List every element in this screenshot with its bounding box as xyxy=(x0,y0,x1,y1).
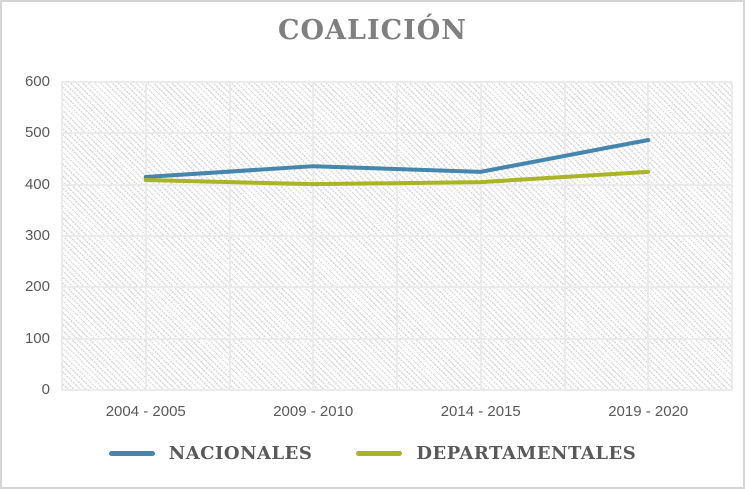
v-gridline xyxy=(312,82,315,390)
x-axis-tick-label: 2009 - 2010 xyxy=(273,403,354,420)
legend: NACIONALES DEPARTAMENTALES xyxy=(2,443,743,464)
v-gridline xyxy=(479,82,482,390)
y-axis-tick-label: 300 xyxy=(24,227,50,244)
legend-label: NACIONALES xyxy=(168,443,313,464)
y-axis-tick-label: 500 xyxy=(24,124,50,142)
chart-title: COALICIÓN xyxy=(278,15,467,46)
legend-item-nacionales: NACIONALES xyxy=(108,443,313,464)
v-gridline xyxy=(731,82,733,390)
y-axis-tick-label: 200 xyxy=(24,278,50,296)
legend-label: DEPARTAMENTALES xyxy=(416,443,637,464)
legend-swatch xyxy=(356,451,403,456)
v-gridline xyxy=(144,82,147,390)
y-axis-tick-label: 600 xyxy=(24,73,50,90)
legend-swatch xyxy=(108,451,155,456)
y-axis-tick-label: 400 xyxy=(24,175,50,193)
series-lines xyxy=(143,138,651,187)
v-gridline xyxy=(396,82,398,390)
h-gridline xyxy=(62,389,732,391)
series-line-departamentales xyxy=(143,169,651,187)
x-axis-tick-label: 2004 - 2005 xyxy=(105,403,186,420)
legend-item-departamentales: DEPARTAMENTALES xyxy=(356,443,636,464)
v-gridline xyxy=(61,82,63,390)
v-gridline xyxy=(647,82,650,390)
plot-area xyxy=(61,81,733,391)
x-axis-tick-label: 2014 - 2015 xyxy=(440,403,521,420)
y-axis-tick-label: 0 xyxy=(41,381,50,398)
y-axis-tick-label: 100 xyxy=(24,329,50,347)
series-line-nacionales xyxy=(143,138,651,179)
v-gridline xyxy=(563,82,566,390)
x-axis-tick-label: 2019 - 2020 xyxy=(608,403,689,420)
v-gridline xyxy=(228,82,231,390)
